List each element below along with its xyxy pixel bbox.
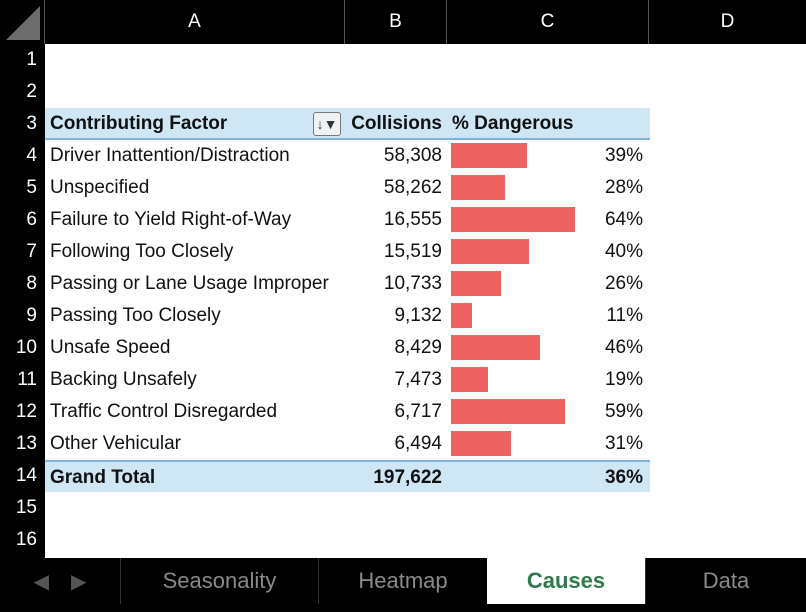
data-bar: [451, 207, 575, 232]
row-header[interactable]: 8: [0, 268, 45, 300]
row-header[interactable]: 15: [0, 492, 45, 524]
triangle-right-icon[interactable]: ▶: [71, 570, 87, 593]
tab-causes[interactable]: Causes: [487, 558, 645, 604]
collisions-cell[interactable]: 15,519: [383, 241, 442, 262]
sheet-tab-bar: ◀ ▶ Seasonality Heatmap Causes Data: [0, 558, 806, 612]
table-row: Following Too Closely 15,519 40%: [45, 236, 650, 268]
row-header[interactable]: 9: [0, 300, 45, 332]
pct-dangerous-cell[interactable]: 11%: [606, 305, 643, 326]
table-row: Passing or Lane Usage Improper 10,733 26%: [45, 268, 650, 300]
collisions-cell[interactable]: 58,262: [383, 177, 442, 198]
row-header[interactable]: 7: [0, 236, 45, 268]
collisions-cell[interactable]: 16,555: [383, 209, 442, 230]
factor-cell[interactable]: Other Vehicular: [50, 433, 181, 454]
factor-cell[interactable]: Traffic Control Disregarded: [50, 401, 278, 422]
row-header[interactable]: 16: [0, 524, 45, 556]
pct-dangerous-cell[interactable]: 26%: [604, 273, 643, 294]
table-row: Failure to Yield Right-of-Way 16,555 64%: [45, 204, 650, 236]
pct-dangerous-cell[interactable]: 19%: [604, 369, 643, 390]
factor-cell[interactable]: Passing Too Closely: [50, 305, 221, 326]
column-header-a[interactable]: A: [45, 0, 345, 44]
sort-filter-icon[interactable]: ↓▼: [313, 112, 341, 136]
total-collisions[interactable]: 197,622: [373, 467, 442, 488]
table-row: Driver Inattention/Distraction 58,308 39%: [45, 140, 650, 172]
pct-dangerous-cell[interactable]: 39%: [604, 145, 643, 166]
row-header[interactable]: 5: [0, 172, 45, 204]
row-header[interactable]: 3: [0, 108, 45, 140]
table-row: Backing Unsafely 7,473 19%: [45, 364, 650, 396]
collisions-cell[interactable]: 7,473: [394, 369, 442, 390]
sheet-area[interactable]: Contributing Factor ↓▼ Collisions % Dang…: [45, 44, 806, 558]
triangle-left-icon[interactable]: ◀: [33, 570, 49, 593]
data-bar: [451, 303, 472, 328]
row-header[interactable]: 13: [0, 428, 45, 460]
tab-seasonality[interactable]: Seasonality: [120, 558, 318, 604]
column-header-d[interactable]: D: [649, 0, 806, 44]
table-row: Unsafe Speed 8,429 46%: [45, 332, 650, 364]
factor-cell[interactable]: Unsafe Speed: [50, 337, 171, 358]
spreadsheet-grid: A B C D 1 2 3 4 5 6 7 8 9 10 11 12 13 14 15 16 Contribu…: [0, 0, 806, 558]
collisions-cell[interactable]: 9,132: [394, 305, 442, 326]
collisions-cell[interactable]: 6,717: [394, 401, 442, 422]
data-bar: [451, 335, 540, 360]
data-bar: [451, 239, 529, 264]
factor-cell[interactable]: Unspecified: [50, 177, 150, 198]
table-row: Other Vehicular 6,494 31%: [45, 428, 650, 460]
pct-dangerous-cell[interactable]: 59%: [604, 401, 643, 422]
pct-dangerous-cell[interactable]: 64%: [604, 209, 643, 230]
factor-cell[interactable]: Driver Inattention/Distraction: [50, 145, 290, 166]
data-bar: [451, 367, 488, 392]
factor-cell[interactable]: Following Too Closely: [50, 241, 234, 262]
table-row: Traffic Control Disregarded 6,717 59%: [45, 396, 650, 428]
tab-heatmap[interactable]: Heatmap: [318, 558, 487, 604]
data-bar: [451, 399, 565, 424]
collisions-cell[interactable]: 6,494: [394, 433, 442, 454]
tab-data[interactable]: Data: [645, 558, 806, 604]
row-header[interactable]: 4: [0, 140, 45, 172]
pct-dangerous-cell[interactable]: 40%: [604, 241, 643, 262]
factor-cell[interactable]: Backing Unsafely: [50, 369, 197, 390]
collisions-cell[interactable]: 10,733: [383, 273, 442, 294]
row-header[interactable]: 1: [0, 44, 45, 76]
pct-dangerous-cell[interactable]: 46%: [604, 337, 643, 358]
collisions-cell[interactable]: 58,308: [383, 145, 442, 166]
table-row: Unspecified 58,262 28%: [45, 172, 650, 204]
data-bar: [451, 271, 501, 296]
header-pct-dangerous[interactable]: % Dangerous: [452, 113, 574, 134]
total-label[interactable]: Grand Total: [50, 467, 156, 488]
row-header[interactable]: 6: [0, 204, 45, 236]
row-header[interactable]: 11: [0, 364, 45, 396]
pct-dangerous-cell[interactable]: 31%: [604, 433, 643, 454]
data-bar: [451, 431, 511, 456]
collisions-cell[interactable]: 8,429: [394, 337, 442, 358]
factor-cell[interactable]: Passing or Lane Usage Improper: [50, 273, 329, 294]
row-header[interactable]: 12: [0, 396, 45, 428]
row-header[interactable]: 2: [0, 76, 45, 108]
row-header[interactable]: 10: [0, 332, 45, 364]
header-contributing-factor[interactable]: Contributing Factor: [50, 113, 228, 134]
select-all-corner[interactable]: [0, 0, 45, 44]
grand-total-row: Grand Total 197,622 36%: [45, 460, 650, 492]
column-header-b[interactable]: B: [345, 0, 447, 44]
header-collisions[interactable]: Collisions: [351, 113, 442, 134]
table-row: Passing Too Closely 9,132 11%: [45, 300, 650, 332]
factor-cell[interactable]: Failure to Yield Right-of-Way: [50, 209, 292, 230]
data-bar: [451, 143, 527, 168]
pct-dangerous-cell[interactable]: 28%: [604, 177, 643, 198]
data-bar: [451, 175, 505, 200]
tab-navigation: ◀ ▶: [0, 558, 120, 604]
row-header[interactable]: 14: [0, 460, 45, 492]
column-header-c[interactable]: C: [447, 0, 649, 44]
pivot-header-row: Contributing Factor ↓▼ Collisions % Dang…: [45, 108, 650, 140]
total-pct[interactable]: 36%: [604, 467, 643, 488]
